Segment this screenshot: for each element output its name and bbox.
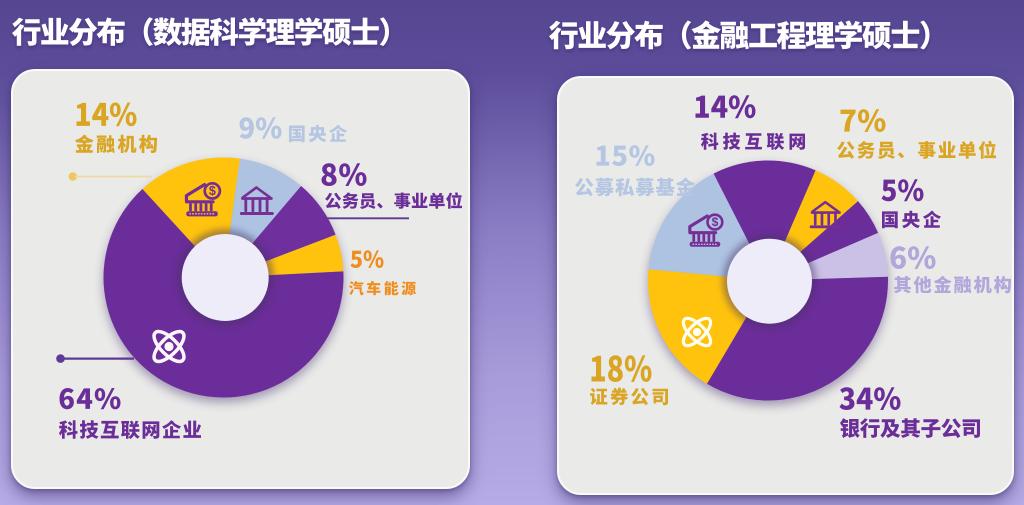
svg-text:$: $ [712,215,719,229]
svg-text:$: $ [209,184,216,198]
